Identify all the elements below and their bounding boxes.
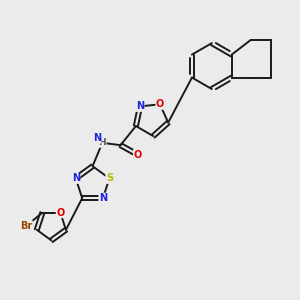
Text: O: O bbox=[134, 150, 142, 160]
Text: N: N bbox=[72, 173, 80, 183]
Text: O: O bbox=[56, 208, 64, 218]
Text: N: N bbox=[93, 134, 101, 143]
Text: S: S bbox=[106, 173, 113, 183]
Text: N: N bbox=[136, 101, 144, 111]
Text: Br: Br bbox=[20, 221, 32, 231]
Text: O: O bbox=[156, 99, 164, 109]
Text: H: H bbox=[98, 138, 106, 147]
Text: N: N bbox=[99, 193, 107, 203]
